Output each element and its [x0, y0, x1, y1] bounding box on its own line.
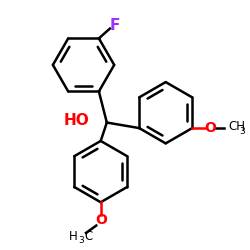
Text: HO: HO	[64, 112, 89, 128]
Text: F: F	[109, 18, 120, 33]
Text: 3: 3	[240, 126, 245, 136]
Text: 3: 3	[79, 236, 84, 245]
Text: C: C	[85, 230, 93, 243]
Text: O: O	[204, 121, 216, 135]
Text: O: O	[95, 213, 107, 227]
Text: H: H	[69, 230, 78, 243]
Text: CH: CH	[228, 120, 245, 133]
